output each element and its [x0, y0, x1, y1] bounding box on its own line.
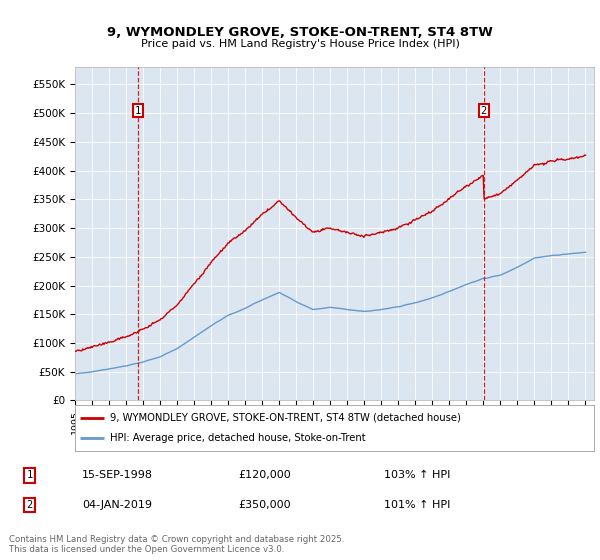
- Text: 101% ↑ HPI: 101% ↑ HPI: [385, 500, 451, 510]
- Text: 15-SEP-1998: 15-SEP-1998: [82, 470, 153, 480]
- Text: 1: 1: [135, 105, 141, 115]
- Text: HPI: Average price, detached house, Stoke-on-Trent: HPI: Average price, detached house, Stok…: [110, 433, 366, 444]
- Text: 2: 2: [481, 105, 487, 115]
- Text: 9, WYMONDLEY GROVE, STOKE-ON-TRENT, ST4 8TW (detached house): 9, WYMONDLEY GROVE, STOKE-ON-TRENT, ST4 …: [110, 413, 461, 423]
- Text: Contains HM Land Registry data © Crown copyright and database right 2025.
This d: Contains HM Land Registry data © Crown c…: [9, 535, 344, 554]
- Text: 04-JAN-2019: 04-JAN-2019: [83, 500, 153, 510]
- Text: 103% ↑ HPI: 103% ↑ HPI: [385, 470, 451, 480]
- Text: Price paid vs. HM Land Registry's House Price Index (HPI): Price paid vs. HM Land Registry's House …: [140, 39, 460, 49]
- Text: 2: 2: [26, 500, 32, 510]
- Text: £350,000: £350,000: [238, 500, 291, 510]
- Text: £120,000: £120,000: [238, 470, 291, 480]
- Text: 9, WYMONDLEY GROVE, STOKE-ON-TRENT, ST4 8TW: 9, WYMONDLEY GROVE, STOKE-ON-TRENT, ST4 …: [107, 26, 493, 39]
- Text: 1: 1: [26, 470, 32, 480]
